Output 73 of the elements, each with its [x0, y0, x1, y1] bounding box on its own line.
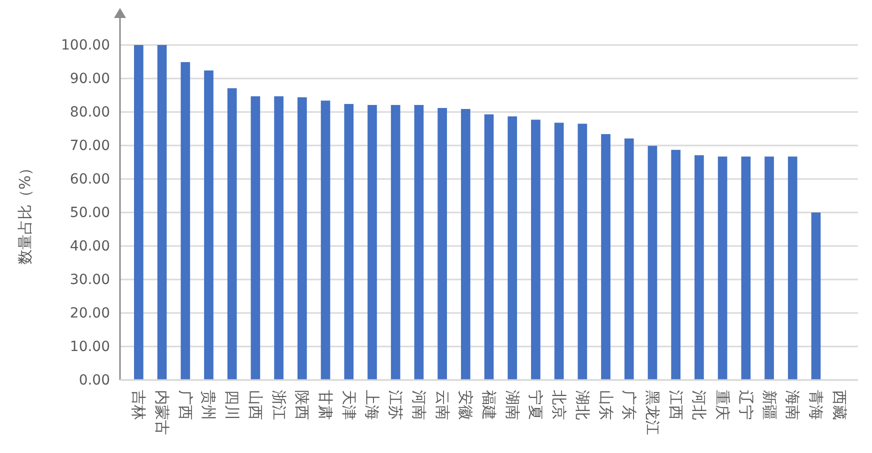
bar: [531, 120, 540, 380]
x-tick-label: 甘肃: [316, 390, 335, 420]
bar: [180, 62, 190, 380]
bar: [438, 108, 447, 380]
x-tick-label: 黑龙江: [643, 390, 662, 435]
x-tick-label: 安徽: [456, 390, 475, 420]
x-tick-label: 四川: [223, 390, 242, 420]
bar: [204, 70, 214, 380]
x-tick-label: 江苏: [386, 390, 405, 420]
bar: [578, 124, 588, 380]
x-tick-label: 福建: [480, 390, 498, 420]
x-tick-label: 湖北: [573, 390, 592, 420]
bar: [227, 88, 237, 380]
bar: [390, 104, 400, 380]
x-tick-label: 河北: [690, 390, 708, 420]
bar: [648, 146, 658, 380]
x-tick-label: 宁夏: [526, 390, 545, 420]
x-tick-label: 云南: [433, 390, 452, 420]
x-tick-label: 青海: [806, 390, 825, 420]
x-tick-label: 山东: [596, 390, 615, 420]
x-tick-label: 重庆: [714, 390, 732, 420]
x-tick-label: 湖南: [503, 390, 522, 420]
y-tick-label: 20.00: [70, 305, 110, 322]
bar: [414, 104, 424, 380]
x-tick-label: 新疆: [760, 390, 778, 420]
y-tick-label: 70.00: [70, 138, 110, 154]
bar: [601, 134, 610, 380]
bar: [157, 45, 167, 380]
bar: [368, 104, 377, 380]
y-tick-label: 100.00: [61, 37, 110, 54]
x-tick-label: 陕西: [293, 390, 312, 420]
x-tick-label: 山西: [246, 390, 264, 420]
bar: [344, 104, 354, 380]
x-tick-label: 江西: [666, 390, 685, 420]
bar: [741, 156, 751, 380]
x-tick-label: 吉林: [130, 390, 148, 420]
bar: [297, 97, 307, 380]
x-tick-label: 天津: [340, 390, 358, 420]
x-tick-label: 河南: [410, 390, 428, 420]
bar: [250, 96, 260, 380]
x-tick-label: 浙江: [270, 390, 288, 420]
bar: [508, 116, 518, 380]
bar: [764, 156, 774, 380]
x-tick-label: 海南: [784, 390, 802, 420]
y-tick-label: 30.00: [70, 272, 110, 288]
bar: [484, 114, 494, 380]
x-tick-label: 内蒙古: [153, 390, 172, 435]
x-tick-label: 上海: [363, 390, 382, 420]
bar: [460, 108, 470, 380]
x-tick-label: 贵州: [200, 390, 218, 420]
bar: [694, 155, 704, 380]
bar: [134, 45, 144, 380]
bar: [274, 96, 284, 380]
y-tick-label: 50.00: [70, 204, 110, 221]
x-tick-label: 辽宁: [736, 390, 755, 420]
y-tick-label: 90.00: [70, 70, 110, 87]
x-tick-label: 广西: [176, 390, 194, 420]
x-tick-label: 北京: [550, 390, 568, 420]
bar: [624, 138, 634, 380]
y-tick-label: 40.00: [70, 238, 110, 254]
bar: [788, 156, 798, 380]
x-tick-label: 西藏: [830, 390, 848, 420]
y-tick-label: 0.00: [78, 372, 110, 388]
y-tick-label: 80.00: [70, 104, 110, 120]
y-axis-title: 数量占比（%）: [16, 160, 34, 265]
bar: [320, 100, 330, 380]
bar: [554, 122, 564, 380]
y-tick-label: 10.00: [70, 338, 110, 355]
y-tick-label: 60.00: [70, 171, 110, 188]
x-tick-label: 广东: [620, 390, 638, 420]
bar: [811, 212, 821, 380]
bar: [718, 156, 728, 380]
bar: [671, 150, 681, 380]
